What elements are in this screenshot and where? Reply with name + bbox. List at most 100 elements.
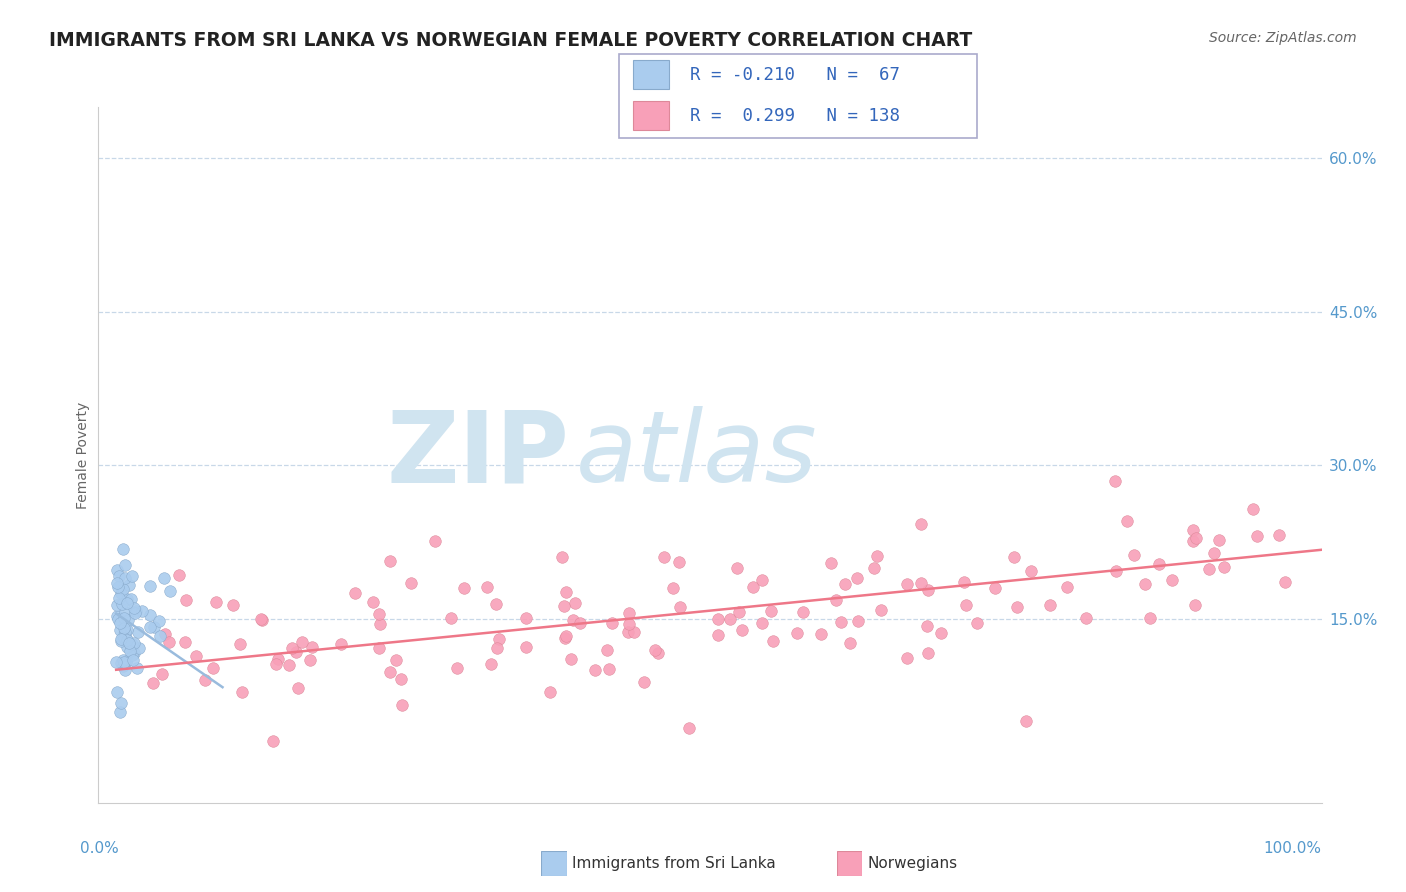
Point <box>115 655 138 669</box>
Text: ZIP: ZIP <box>387 407 569 503</box>
FancyBboxPatch shape <box>619 54 977 138</box>
Point <box>287 681 309 696</box>
Point <box>1039 598 1062 612</box>
Point <box>485 597 508 611</box>
Point <box>112 626 135 640</box>
Point <box>1116 515 1139 529</box>
Point <box>117 613 139 627</box>
Point <box>105 685 128 699</box>
Point <box>194 673 217 688</box>
Point <box>139 607 162 622</box>
Point <box>149 629 172 643</box>
Point <box>538 685 561 699</box>
Point <box>155 626 177 640</box>
Point <box>114 625 136 640</box>
Point <box>112 631 135 645</box>
Point <box>121 648 143 663</box>
Point <box>1198 562 1220 576</box>
Point <box>915 619 938 633</box>
Point <box>423 534 446 549</box>
Point <box>1184 598 1206 612</box>
Point <box>1104 475 1126 489</box>
Point <box>762 634 785 648</box>
Point <box>725 561 748 575</box>
Point <box>278 657 301 672</box>
Point <box>1005 599 1028 614</box>
Point <box>115 654 138 668</box>
Point <box>121 569 143 583</box>
Point <box>1185 531 1208 545</box>
Point <box>110 585 132 599</box>
Point <box>367 640 389 655</box>
Point <box>1212 559 1234 574</box>
Point <box>111 542 134 557</box>
Point <box>598 662 620 676</box>
Point <box>617 624 640 639</box>
Point <box>112 610 135 624</box>
Point <box>1241 501 1264 516</box>
Point <box>848 614 870 628</box>
Point <box>617 606 640 620</box>
Point <box>115 624 138 638</box>
Point <box>114 632 136 646</box>
Point <box>953 574 976 589</box>
Point <box>706 628 728 642</box>
Point <box>114 571 136 585</box>
Point <box>111 658 134 673</box>
Point <box>834 576 856 591</box>
Point <box>1161 573 1184 587</box>
Point <box>143 620 166 634</box>
Point <box>583 663 606 677</box>
Point <box>267 652 290 666</box>
Point <box>830 615 852 630</box>
Point <box>662 581 685 595</box>
Point <box>264 657 287 672</box>
Text: R =  0.299   N = 138: R = 0.299 N = 138 <box>690 107 900 125</box>
Point <box>751 573 773 587</box>
Point <box>111 653 134 667</box>
Point <box>731 623 754 637</box>
Point <box>554 631 576 645</box>
Point <box>301 640 323 654</box>
Point <box>1139 611 1161 625</box>
Text: 0.0%: 0.0% <box>80 841 120 856</box>
Point <box>115 632 138 647</box>
Point <box>1246 528 1268 542</box>
Point <box>761 604 783 618</box>
Point <box>984 582 1007 596</box>
Point <box>121 637 143 651</box>
Point <box>105 608 128 623</box>
Point <box>148 614 170 628</box>
Point <box>252 613 274 627</box>
Point <box>167 567 190 582</box>
Point <box>108 623 131 637</box>
Point <box>1019 564 1042 578</box>
Point <box>105 576 128 591</box>
Point <box>262 734 284 748</box>
Point <box>120 644 142 658</box>
Point <box>112 656 135 670</box>
Point <box>910 516 932 531</box>
Point <box>863 561 886 575</box>
Point <box>1182 523 1205 537</box>
Point <box>869 603 891 617</box>
Point <box>142 676 165 690</box>
Point <box>560 652 582 666</box>
Point <box>127 624 149 639</box>
Point <box>298 653 321 667</box>
Point <box>917 583 939 598</box>
Point <box>205 595 228 609</box>
Point <box>114 606 136 620</box>
Point <box>515 611 537 625</box>
Point <box>107 580 129 594</box>
Bar <box>633 61 669 89</box>
Point <box>108 706 131 720</box>
Point <box>551 550 574 565</box>
Point <box>475 580 498 594</box>
Point <box>176 592 198 607</box>
Point <box>108 615 131 630</box>
Point <box>118 635 141 649</box>
Point <box>1147 557 1170 571</box>
Point <box>1202 546 1225 560</box>
Point <box>825 593 848 607</box>
